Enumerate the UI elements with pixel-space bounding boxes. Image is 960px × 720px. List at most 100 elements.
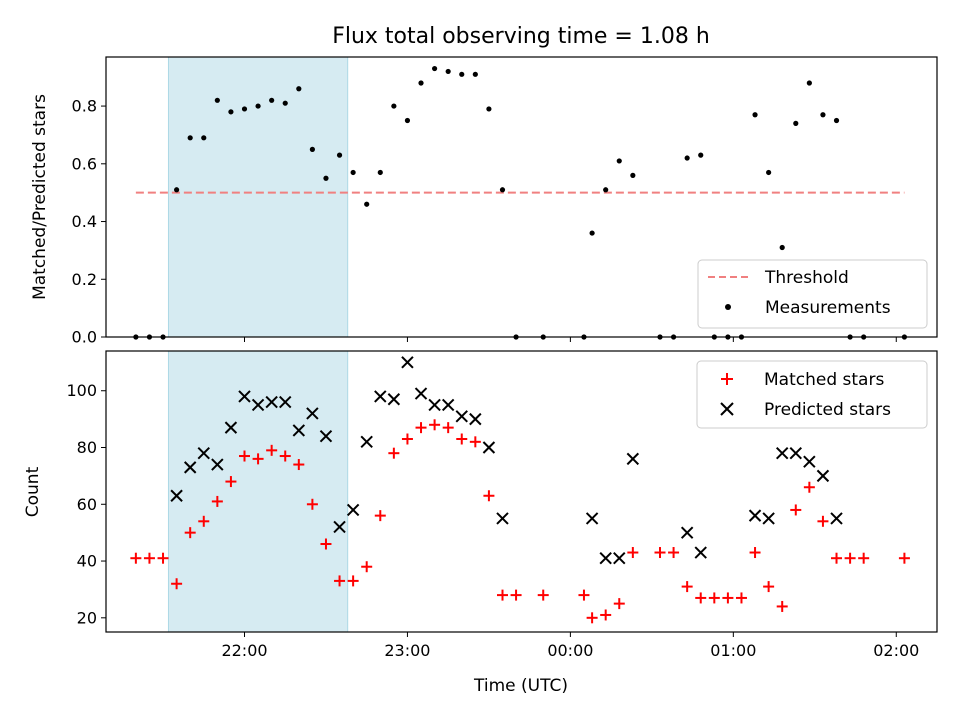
matched-star-point [831,552,843,564]
top-x-ticks [244,337,897,342]
measurement-point [603,187,609,193]
measurement-point [472,71,478,77]
predicted-star-point [183,461,197,474]
matched-star-point [776,600,788,612]
predicted-star-point [279,395,292,409]
measurement-point [616,158,622,164]
predicted-star-point [224,421,238,434]
legend-threshold-label: Threshold [764,268,849,288]
legend-matched-label: Matched stars [764,370,884,390]
predicted-star-point [613,551,626,565]
predicted-star-point [694,546,707,559]
predicted-star-point [816,469,830,483]
matched-star-point [198,515,210,527]
top-panel: 0.00.20.40.60.8 Matched/Predicted stars … [30,56,938,347]
bottom-y-axis-label: Count [23,466,43,517]
predicted-star-point [455,410,468,423]
predicted-star-point [414,387,428,400]
predicted-star-point [374,390,387,403]
matched-star-point [361,561,373,573]
measurement-point [752,112,758,118]
matched-star-point [898,552,910,564]
matched-star-point [803,481,815,493]
matched-star-point [157,552,169,564]
legend-measurements-label: Measurements [765,298,891,318]
measurement-point [833,117,840,124]
matched-star-point [211,495,223,507]
matched-star-point [613,598,625,610]
predicted-star-point [306,407,319,420]
matched-star-point [510,589,522,601]
top-highlight-span [167,56,349,338]
legend-predicted-label: Predicted stars [764,400,891,420]
matched-star-point [279,450,291,462]
measurement-point [499,187,506,193]
measurement-point [391,103,397,109]
matched-star-point [600,609,612,621]
matched-star-point [401,433,413,445]
matched-star-point [130,552,142,564]
y-tick-label: 20 [77,608,97,627]
y-tick-label: 0.4 [72,212,97,231]
matched-star-point [184,527,196,539]
x-tick-label: 23:00 [384,641,430,660]
matched-star-point [858,552,870,564]
predicted-star-point [387,393,401,406]
predicted-star-point [496,512,509,525]
y-tick-label: 80 [77,438,97,457]
measurement-point [766,169,772,176]
predicted-star-point [238,390,251,403]
legend-matched-swatch [721,373,733,385]
matched-star-point [469,436,481,448]
matched-star-point [483,490,495,502]
matched-star-point [695,592,707,604]
measurement-point [418,80,424,86]
matched-star-point [578,589,590,601]
y-tick-label: 0.2 [72,270,97,289]
predicted-star-point [626,452,640,466]
y-tick-label: 60 [77,495,97,514]
x-tick-label: 02:00 [873,641,919,660]
matched-star-point [844,552,856,564]
matched-star-point [252,453,264,465]
legend-predicted-swatch [720,402,734,416]
matched-star-point [388,447,400,459]
predicted-star-point [428,398,441,412]
measurement-point [187,135,193,141]
x-tick-label: 01:00 [710,641,756,660]
predicted-star-point [346,503,360,517]
matched-star-point [537,589,549,601]
x-axis-label: Time (UTC) [473,676,568,696]
bottom-legend: Matched stars Predicted stars [696,360,928,429]
matched-star-point [347,575,359,587]
predicted-star-point [441,398,455,412]
measurement-point [445,68,451,75]
bottom-x-ticks: 22:00 23:00 00:00 01:00 02:00 [221,632,919,660]
matched-star-point [817,515,829,527]
measurement-point [486,106,492,112]
bottom-highlight-span [167,350,349,633]
highlight-span-rect [167,350,349,633]
measurement-point [282,100,288,106]
matched-stars-series [130,419,910,624]
predicted-star-point [762,512,775,525]
matched-star-point [790,504,802,516]
measurement-point [589,230,595,236]
top-y-axis-label: Matched/Predicted stars [30,94,50,300]
measurement-point [214,97,220,103]
measurement-point [336,152,343,158]
matched-star-point [334,575,346,587]
predicted-star-point [789,446,802,460]
measurement-point [779,244,785,251]
predicted-star-point [292,424,306,437]
top-legend: Threshold Measurements [697,259,928,329]
predicted-star-point [333,520,346,534]
matched-star-point [320,538,332,550]
measurement-point [309,146,315,152]
predicted-star-point [803,455,816,468]
matched-star-point [722,592,734,604]
predicted-star-point [401,356,414,369]
matched-star-point [306,498,318,510]
matched-star-point [239,450,250,462]
